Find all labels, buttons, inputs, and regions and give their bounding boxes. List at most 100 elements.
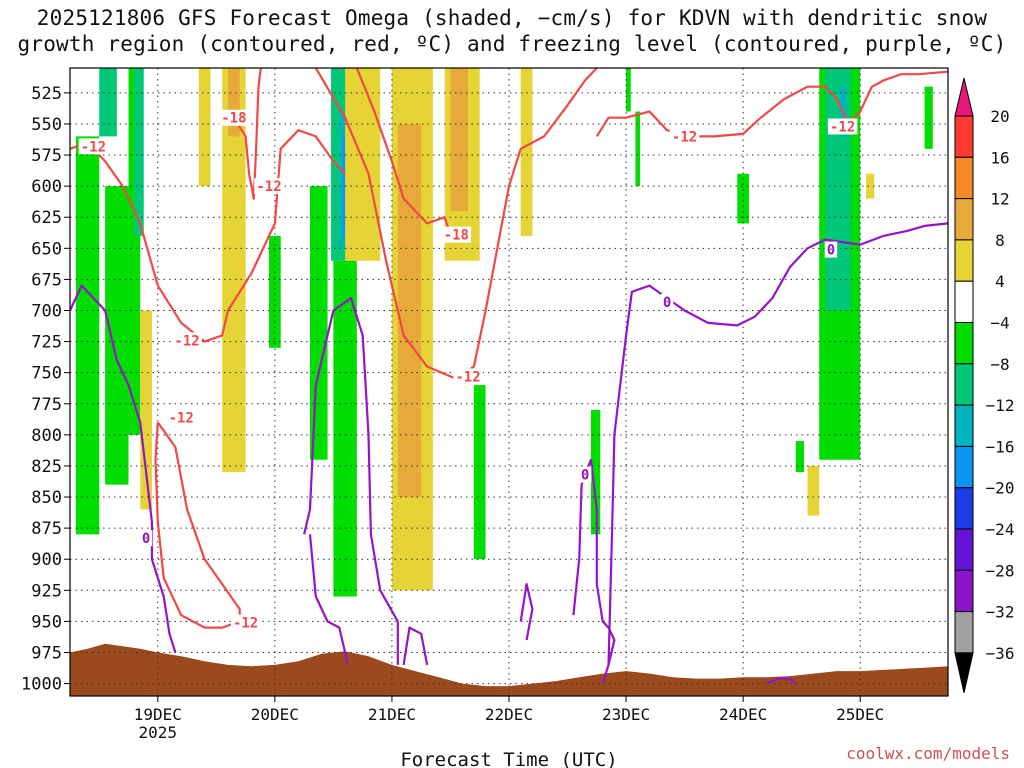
colorbar-swatch-5 bbox=[954, 322, 974, 365]
freezing-label-3: 0 bbox=[581, 468, 589, 484]
colorbar-label-11: −28 bbox=[986, 561, 1015, 580]
dgz-label-9: -12 bbox=[830, 119, 855, 135]
y-tick-label-950: 950 bbox=[31, 612, 62, 632]
y-axis: 525 550 575 600 625 650 675 700 725 750 775 800 825 8… bbox=[21, 84, 70, 695]
omega-region-9 bbox=[269, 235, 281, 348]
freezing-contour-0 bbox=[70, 284, 177, 653]
colorbar-top-triangle bbox=[954, 77, 974, 117]
omega-region-4 bbox=[134, 68, 144, 236]
dgz-label-1: -18 bbox=[221, 111, 246, 127]
omega-region-3 bbox=[128, 68, 141, 435]
freezing-contour-7 bbox=[766, 677, 797, 685]
x-tick-label-21: 21DEC bbox=[368, 705, 416, 724]
omega-region-14 bbox=[333, 260, 357, 597]
omega-region-25 bbox=[737, 173, 749, 224]
colorbar-label-3: 8 bbox=[995, 231, 1005, 250]
colorbar-label-12: −32 bbox=[986, 603, 1015, 622]
freezing-contour-5 bbox=[572, 458, 616, 684]
dgz-label-8-bg bbox=[669, 128, 700, 145]
colorbar-swatch-1 bbox=[954, 156, 974, 200]
freezing-label-2: 0 bbox=[827, 243, 835, 259]
y-tick-label-600: 600 bbox=[31, 177, 62, 197]
colorbar-label-6: −8 bbox=[990, 355, 1009, 374]
colorbar-bottom-triangle bbox=[954, 652, 974, 694]
dgz-contour-0 bbox=[70, 129, 346, 343]
colorbar-swatch-12 bbox=[954, 611, 974, 654]
x-tick-label-20: 20DEC bbox=[251, 705, 299, 724]
x-tick-sublabel-19: 2025 bbox=[139, 723, 178, 742]
dgz-label-2-bg bbox=[254, 178, 284, 195]
freezing-contour-3 bbox=[402, 626, 429, 666]
y-tick-label-700: 700 bbox=[31, 301, 62, 321]
y-tick-label-575: 575 bbox=[31, 146, 62, 166]
omega-region-10 bbox=[309, 186, 328, 460]
omega-region-7 bbox=[222, 68, 246, 473]
dgz-label-4: -12 bbox=[169, 410, 194, 426]
x-tick-label-24: 24DEC bbox=[719, 705, 767, 724]
colorbar-label-9: −20 bbox=[986, 479, 1015, 498]
credit-text: coolwx.com/models bbox=[846, 744, 1010, 763]
dgz-contour-layer bbox=[70, 68, 948, 629]
omega-region-0 bbox=[75, 136, 100, 535]
omega-region-17 bbox=[397, 123, 422, 498]
dgz-label-7: -12 bbox=[455, 369, 480, 385]
omega-region-20 bbox=[473, 385, 486, 560]
contour-label-layer: -12 -18 -12 -12 -12 -12 -18 -12 -12 -12 0 0 0 0 bbox=[78, 109, 858, 632]
y-tick-label-1000: 1000 bbox=[21, 675, 62, 695]
dgz-label-0: -12 bbox=[81, 139, 106, 155]
dgz-label-0-bg bbox=[78, 138, 109, 155]
terrain-layer bbox=[70, 643, 948, 696]
terrain-polygon bbox=[70, 643, 948, 696]
y-tick-label-925: 925 bbox=[31, 581, 62, 601]
y-tick-label-900: 900 bbox=[31, 550, 62, 570]
omega-region-26 bbox=[795, 441, 805, 473]
freezing-label-1-bg bbox=[660, 293, 674, 310]
omega-region-15 bbox=[345, 68, 381, 261]
colorbar-swatch-9 bbox=[954, 487, 974, 530]
colorbar-swatch-6 bbox=[954, 363, 974, 406]
x-axis-label: Forecast Time (UTC) bbox=[400, 749, 617, 768]
y-tick-label-850: 850 bbox=[31, 488, 62, 508]
chart-title-line-2: growth region (contoured, red, ºC) and f… bbox=[17, 32, 1007, 56]
colorbar-label-7: −12 bbox=[986, 396, 1015, 415]
omega-region-8 bbox=[228, 68, 240, 137]
freezing-label-1: 0 bbox=[663, 295, 671, 311]
omega-shading-layer bbox=[75, 68, 933, 597]
dgz-label-7-bg bbox=[453, 368, 483, 385]
omega-region-29 bbox=[825, 68, 851, 311]
omega-region-22 bbox=[590, 409, 601, 535]
chart-title-line-1: 2025121806 GFS Forecast Omega (shaded, −… bbox=[36, 6, 988, 30]
grid-layer bbox=[70, 68, 948, 696]
dgz-label-5: -12 bbox=[233, 616, 258, 632]
freezing-contour-2 bbox=[308, 534, 349, 666]
dgz-label-6: -18 bbox=[444, 228, 469, 244]
colorbar-label-13: −36 bbox=[986, 644, 1015, 663]
colorbar-label-8: −16 bbox=[986, 437, 1015, 456]
omega-region-19 bbox=[450, 68, 469, 212]
dgz-contour-5 bbox=[355, 68, 452, 237]
dgz-contour-4 bbox=[232, 68, 262, 200]
y-tick-label-825: 825 bbox=[31, 457, 62, 477]
freezing-label-0-bg bbox=[139, 530, 153, 547]
y-tick-label-625: 625 bbox=[31, 208, 62, 228]
colorbar-swatch-3 bbox=[954, 239, 974, 282]
colorbar-swatch-0 bbox=[954, 115, 974, 158]
freezing-contour-1 bbox=[303, 297, 399, 665]
y-tick-label-875: 875 bbox=[31, 519, 62, 539]
dgz-label-9-bg bbox=[827, 118, 858, 135]
x-tick-label-23: 23DEC bbox=[602, 705, 650, 724]
colorbar-swatch-11 bbox=[954, 569, 974, 613]
freezing-contour-4 bbox=[519, 582, 534, 641]
dgz-label-1-bg bbox=[219, 109, 249, 126]
y-tick-label-525: 525 bbox=[31, 84, 62, 104]
freezing-label-2-bg bbox=[824, 241, 838, 258]
dgz-label-6-bg bbox=[441, 226, 472, 243]
omega-region-6 bbox=[198, 68, 211, 187]
omega-region-24 bbox=[635, 111, 641, 187]
omega-region-1 bbox=[99, 68, 117, 137]
y-tick-label-725: 725 bbox=[31, 333, 62, 353]
y-tick-label-550: 550 bbox=[31, 115, 62, 135]
omega-region-21 bbox=[520, 68, 533, 236]
